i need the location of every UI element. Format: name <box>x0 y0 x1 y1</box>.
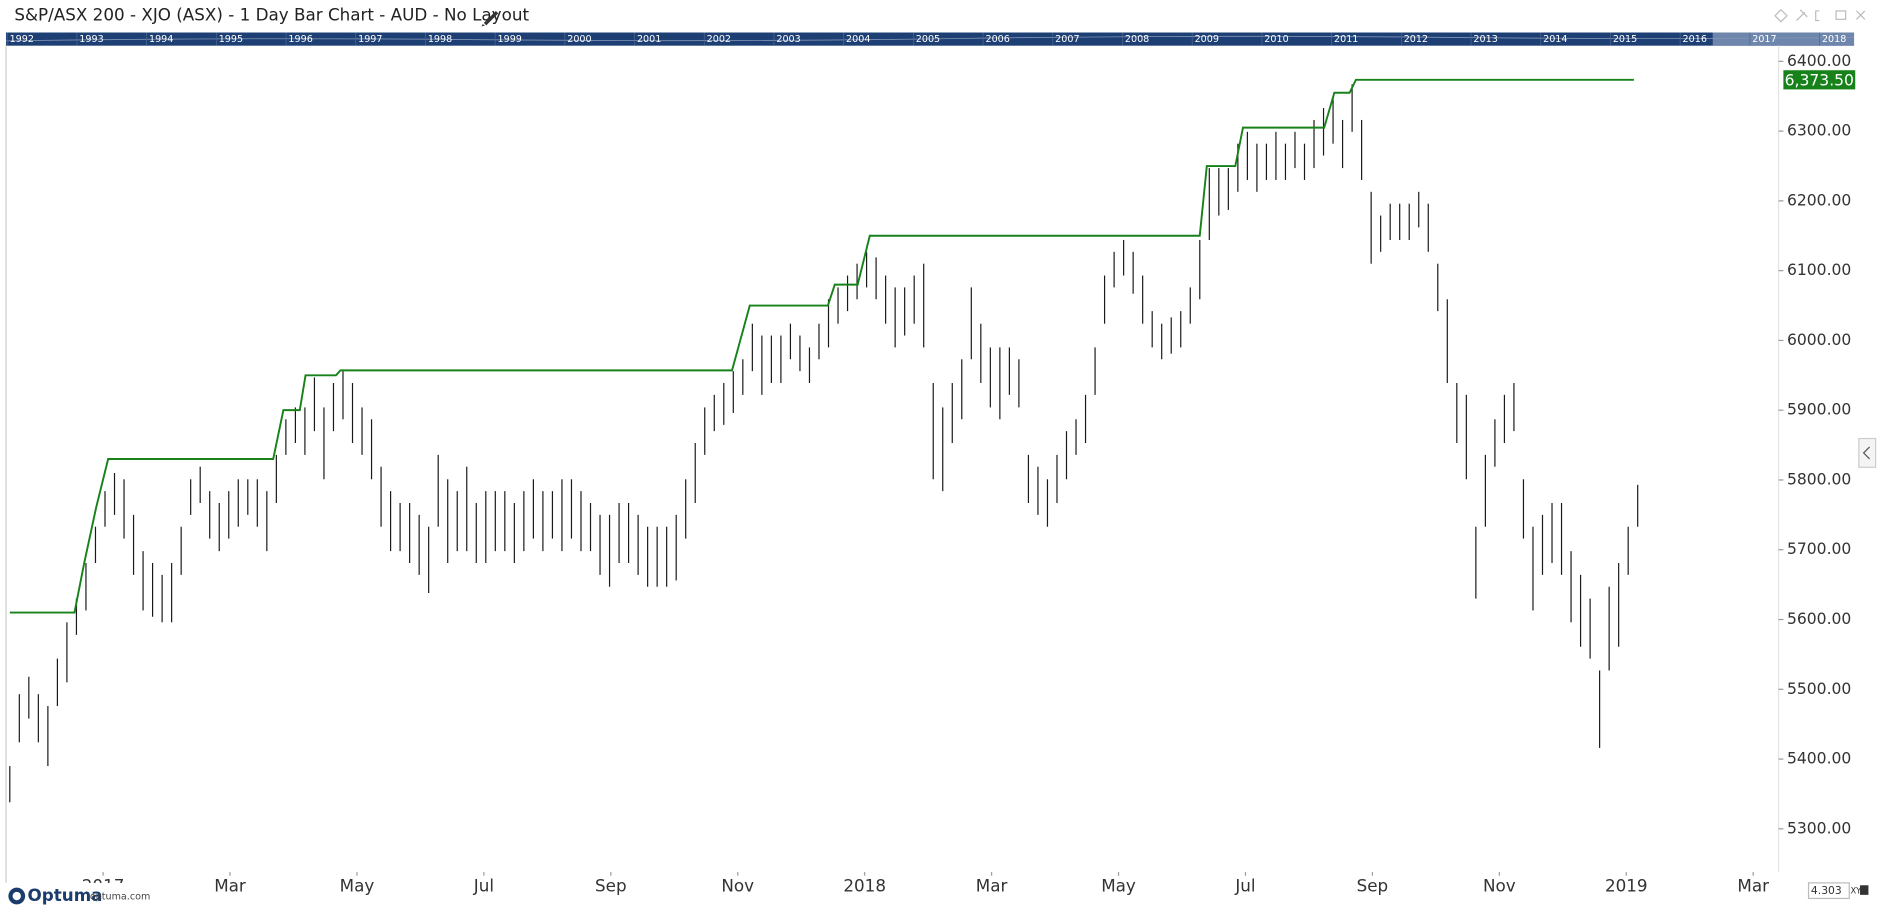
navigator[interactable]: 1992 1993 1994 1995 1996 1997 1998 1999 2000 2001… <box>5 32 1878 46</box>
navigator-year: 2001 <box>637 34 661 45</box>
close-icon[interactable] <box>1856 10 1866 20</box>
maximize-icon[interactable] <box>1835 10 1847 20</box>
mode[interactable]: XY <box>1850 886 1862 896</box>
price-marker-label: 6,373.50 <box>1785 72 1854 90</box>
window-title: S&P/ASX 200 - XJO (ASX) - 1 Day Bar Char… <box>14 5 529 25</box>
navigator-year: 2010 <box>1264 34 1288 45</box>
x-tick-label: 2018 <box>843 875 886 895</box>
navigator-year: 2008 <box>1125 34 1149 45</box>
tack-icon[interactable] <box>1796 9 1808 21</box>
navigator-year: 1993 <box>79 34 103 45</box>
x-tick-label: Mar <box>214 875 246 895</box>
y-tick-label: 5600.00 <box>1787 610 1851 628</box>
navigator-year: 2017 <box>1752 34 1776 45</box>
indicator-line <box>9 78 1634 614</box>
logo-backdrop <box>0 882 150 907</box>
navigator-year: 1999 <box>498 34 522 45</box>
pin-icon[interactable] <box>1774 8 1788 23</box>
x-tick-label: May <box>340 875 375 895</box>
y-tick-label: 6400.00 <box>1787 52 1851 70</box>
y-tick-label: 5700.00 <box>1787 540 1851 558</box>
price-marker <box>1783 70 1856 90</box>
x-tick-label: Sep <box>595 875 627 895</box>
navigator-trace <box>5 35 1855 42</box>
brand-url: optuma.com <box>90 892 150 903</box>
navigator-year: 2004 <box>846 34 870 45</box>
navigator-year: 1996 <box>288 34 312 45</box>
y-tick-label: 6000.00 <box>1787 331 1851 349</box>
navigator-year: 2016 <box>1683 34 1707 45</box>
y-tick-label: 5500.00 <box>1787 680 1851 698</box>
logo-icon-hole <box>12 891 21 901</box>
edit-icon[interactable] <box>481 10 499 27</box>
restore-icon[interactable] <box>1815 10 1820 22</box>
navigator-year: 2002 <box>707 34 731 45</box>
y-tick-label: 6100.00 <box>1787 261 1851 279</box>
y-tick-label: 6200.00 <box>1787 191 1851 209</box>
side-panel-arrow <box>1862 446 1871 460</box>
x-tick-label: Jul <box>473 875 494 895</box>
x-tick-label: May <box>1101 875 1136 895</box>
navigator-year: 2000 <box>567 34 591 45</box>
navigator-year: 2007 <box>1055 34 1079 45</box>
y-tick-label: 5400.00 <box>1787 750 1851 768</box>
navigator-year: 2015 <box>1613 34 1637 45</box>
y-tick-label: 6300.00 <box>1787 122 1851 140</box>
y-tick-label: 5800.00 <box>1787 470 1851 488</box>
navigator-year: 2013 <box>1473 34 1497 45</box>
x-tick-label: Mar <box>976 875 1008 895</box>
x-tick-label: Nov <box>721 875 754 895</box>
x-tick-label: Nov <box>1483 875 1516 895</box>
navigator-year: 2009 <box>1195 34 1219 45</box>
navigator-year: 2006 <box>985 34 1009 45</box>
navigator-year: 1998 <box>428 34 452 45</box>
navigator-year: 1995 <box>219 34 243 45</box>
zoom-box[interactable] <box>1807 882 1850 900</box>
navigator-year: 1997 <box>358 34 382 45</box>
navigator-year: 2014 <box>1543 34 1567 45</box>
navigator-year: 2011 <box>1334 34 1358 45</box>
brand: Optuma <box>28 885 103 905</box>
navigator-window[interactable] <box>1712 32 1855 46</box>
navigator-year: 2003 <box>776 34 800 45</box>
window-controls <box>1774 8 1866 23</box>
y-tick-label: 5900.00 <box>1787 401 1851 419</box>
side-panel-tab[interactable] <box>1858 437 1877 468</box>
navigator-year: 2018 <box>1822 34 1846 45</box>
lock-icon[interactable] <box>1860 885 1869 895</box>
x-tick-label: 2019 <box>1605 875 1648 895</box>
x-tick-label: Sep <box>1357 875 1389 895</box>
y-tick-label: 5300.00 <box>1787 819 1851 837</box>
x-tick-label: Jul <box>1234 875 1255 895</box>
plot-area: 5300.00 5400.00 5500.00 5600.00 5700.00 5800.… <box>9 52 1856 895</box>
x-tick-label: Mar <box>1737 875 1769 895</box>
navigator-year: 1992 <box>10 34 34 45</box>
navigator-year: 2005 <box>916 34 940 45</box>
zoom-value: 4.303 <box>1811 884 1842 897</box>
navigator-year: 2012 <box>1404 34 1428 45</box>
navigator-year: 1994 <box>149 34 173 45</box>
